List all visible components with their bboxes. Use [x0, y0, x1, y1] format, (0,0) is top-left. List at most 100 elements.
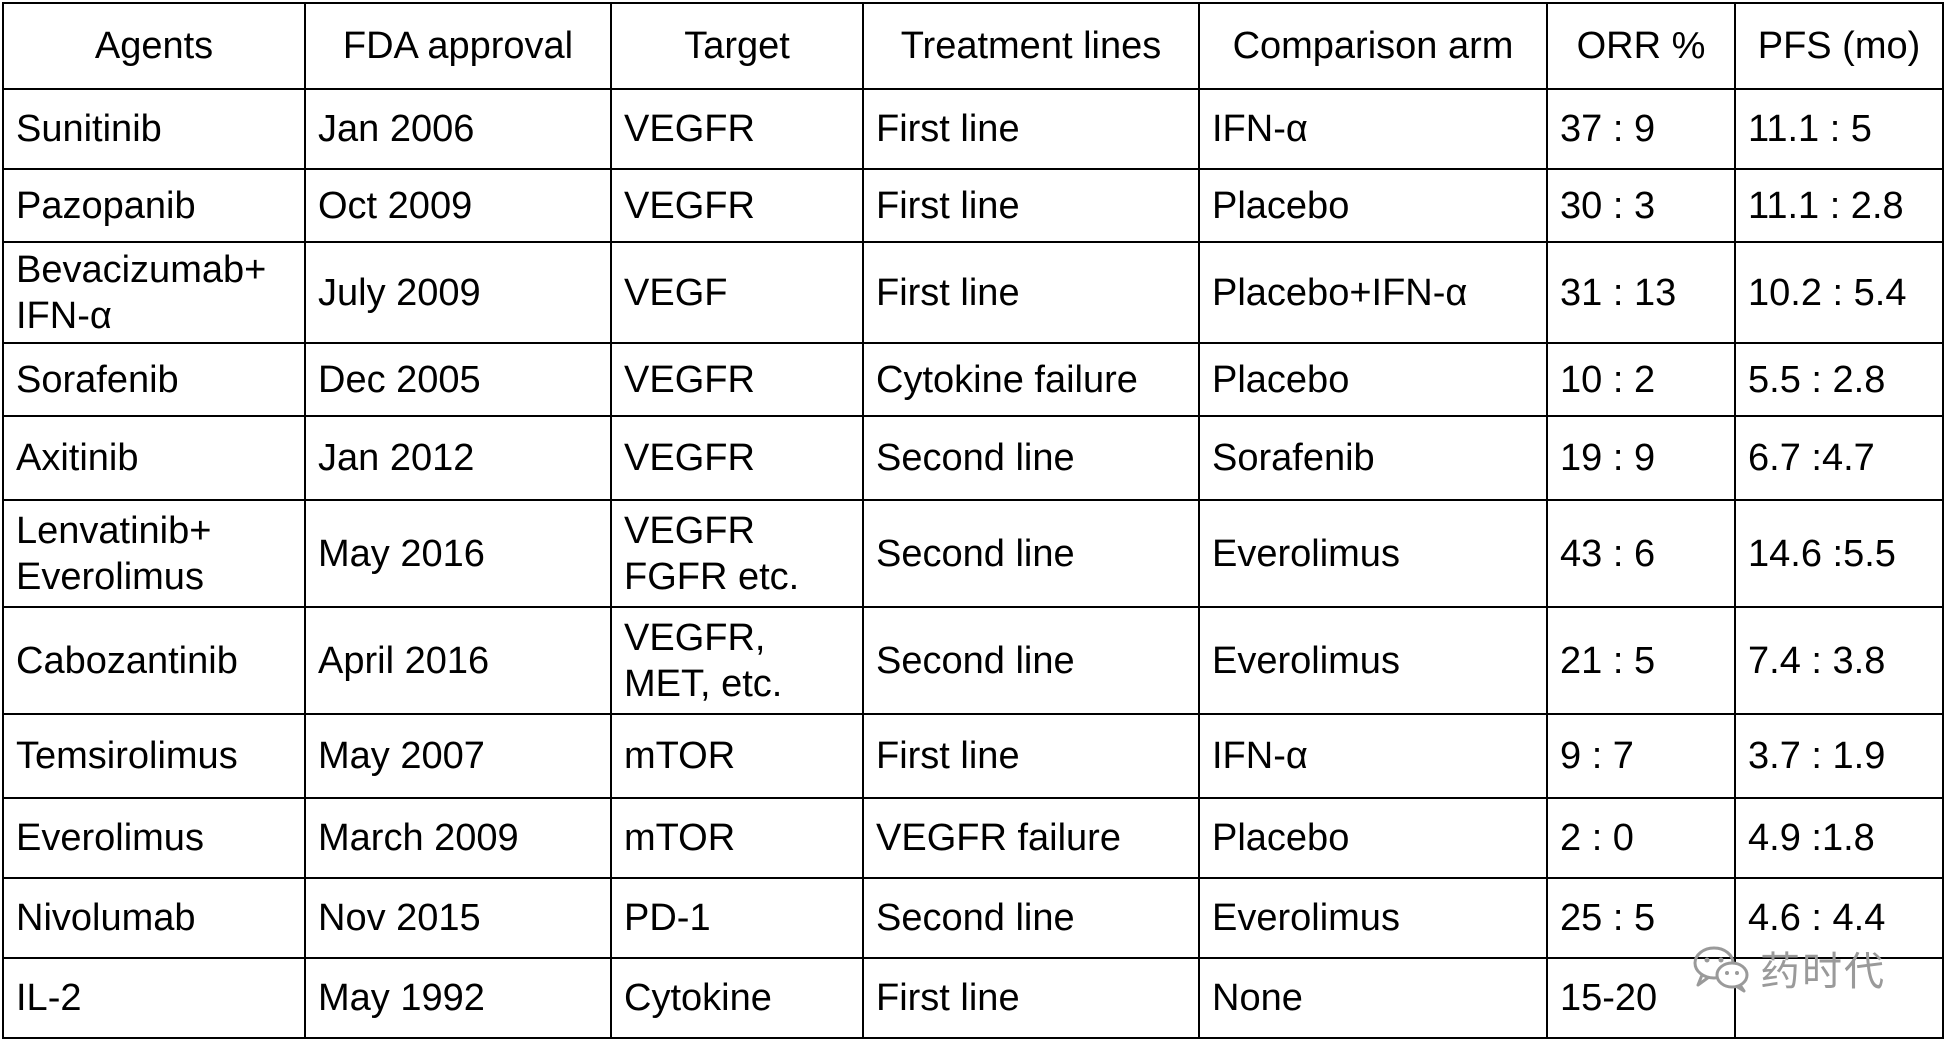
agent-cell-line: Bevacizumab+: [16, 248, 267, 291]
agent-cell: Sorafenib: [2, 342, 306, 417]
comparison-arm-cell: None: [1198, 957, 1548, 1039]
target-cell-line: FGFR etc.: [624, 555, 800, 598]
table-row: IL-2 May 1992 Cytokine First line None 15-20: [2, 957, 1944, 1039]
agent-cell-line: Temsirolimus: [16, 735, 238, 777]
fda-approval-cell: Jan 2006: [304, 88, 612, 170]
comparison-arm-cell: Everolimus: [1198, 606, 1548, 715]
fda-approval-cell: Dec 2005: [304, 342, 612, 417]
agent-cell-line: Pazopanib: [16, 184, 196, 227]
target-cell: VEGFR: [610, 168, 864, 243]
target-cell-line: VEGFR: [624, 184, 755, 227]
comparison-arm-cell: Everolimus: [1198, 877, 1548, 959]
target-cell-line: PD-1: [624, 897, 711, 939]
treatment-line-cell: Second line: [862, 499, 1200, 608]
fda-approval-cell: March 2009: [304, 797, 612, 879]
target-cell: VEGFR FGFR etc.: [610, 499, 864, 608]
target-cell: mTOR: [610, 713, 864, 799]
agent-cell-line: Axitinib: [16, 437, 139, 479]
treatment-line-cell: First line: [862, 168, 1200, 243]
agent-cell-line: Nivolumab: [16, 897, 196, 939]
fda-approval-cell: May 2007: [304, 713, 612, 799]
pfs-cell: 10.2 : 5.4: [1734, 241, 1944, 344]
header-pfs: PFS (mo): [1734, 2, 1944, 90]
agent-cell-line: Lenvatinib+: [16, 509, 212, 552]
target-cell: mTOR: [610, 797, 864, 879]
comparison-arm-cell: IFN-α: [1198, 713, 1548, 799]
orr-cell: 25 : 5: [1546, 877, 1736, 959]
target-cell: VEGF: [610, 241, 864, 344]
target-cell: VEGFR: [610, 415, 864, 501]
header-orr: ORR %: [1546, 2, 1736, 90]
table-row: Nivolumab Nov 2015 PD-1 Second line Everolim…: [2, 877, 1944, 959]
pfs-cell: 14.6 :5.5: [1734, 499, 1944, 608]
agent-cell: Lenvatinib+ Everolimus: [2, 499, 306, 608]
pfs-cell: 4.6 : 4.4: [1734, 877, 1944, 959]
pfs-cell: [1734, 957, 1944, 1039]
orr-cell: 37 : 9: [1546, 88, 1736, 170]
target-cell-line: VEGFR: [624, 358, 755, 401]
target-cell: Cytokine: [610, 957, 864, 1039]
pfs-cell: 11.1 : 2.8: [1734, 168, 1944, 243]
agent-cell-line: IFN-α: [16, 294, 112, 337]
agent-cell: Sunitinib: [2, 88, 306, 170]
treatment-line-cell: First line: [862, 713, 1200, 799]
fda-approval-cell: May 1992: [304, 957, 612, 1039]
orr-cell: 21 : 5: [1546, 606, 1736, 715]
agent-cell: Axitinib: [2, 415, 306, 501]
table-row: Sorafenib Dec 2005 VEGFR Cytokine failure Pl…: [2, 342, 1944, 417]
agent-cell: Nivolumab: [2, 877, 306, 959]
table-row: Lenvatinib+ Everolimus May 2016 VEGFR FGFR e…: [2, 499, 1944, 608]
orr-cell: 31 : 13: [1546, 241, 1736, 344]
fda-approval-cell: May 2016: [304, 499, 612, 608]
orr-cell: 30 : 3: [1546, 168, 1736, 243]
agent-cell: Temsirolimus: [2, 713, 306, 799]
header-comparison-arm: Comparison arm: [1198, 2, 1548, 90]
fda-approval-cell: July 2009: [304, 241, 612, 344]
target-cell-line: VEGFR: [624, 437, 755, 479]
comparison-arm-cell: Placebo: [1198, 342, 1548, 417]
treatment-line-cell: First line: [862, 88, 1200, 170]
orr-cell: 15-20: [1546, 957, 1736, 1039]
table-row: Cabozantinib April 2016 VEGFR, MET, etc. Sec…: [2, 606, 1944, 715]
drug-comparison-table: Agents FDA approval Target Treatment lin…: [2, 2, 1944, 1039]
target-cell-line: mTOR: [624, 817, 736, 859]
comparison-arm-cell: Placebo: [1198, 168, 1548, 243]
comparison-arm-cell: Placebo+IFN-α: [1198, 241, 1548, 344]
treatment-line-cell: First line: [862, 241, 1200, 344]
treatment-line-cell: Cytokine failure: [862, 342, 1200, 417]
table-row: Pazopanib Oct 2009 VEGFR First line Placebo 3…: [2, 168, 1944, 243]
agent-cell-line: IL-2: [16, 977, 82, 1019]
header-fda-approval: FDA approval: [304, 2, 612, 90]
agent-cell-line: Sorafenib: [16, 358, 179, 401]
target-cell-line: mTOR: [624, 735, 736, 777]
header-target: Target: [610, 2, 864, 90]
agent-cell: Cabozantinib: [2, 606, 306, 715]
pfs-cell: 3.7 : 1.9: [1734, 713, 1944, 799]
header-agents: Agents: [2, 2, 306, 90]
target-cell-line: VEGFR: [624, 108, 755, 150]
target-cell: VEGFR, MET, etc.: [610, 606, 864, 715]
comparison-arm-cell: Placebo: [1198, 797, 1548, 879]
table-row: Temsirolimus May 2007 mTOR First line IFN-α 9…: [2, 713, 1944, 799]
agent-cell-line: Everolimus: [16, 555, 204, 598]
pfs-cell: 5.5 : 2.8: [1734, 342, 1944, 417]
orr-cell: 43 : 6: [1546, 499, 1736, 608]
pfs-cell: 4.9 :1.8: [1734, 797, 1944, 879]
treatment-line-cell: First line: [862, 957, 1200, 1039]
fda-approval-cell: Oct 2009: [304, 168, 612, 243]
fda-approval-cell: Nov 2015: [304, 877, 612, 959]
treatment-line-cell: VEGFR failure: [862, 797, 1200, 879]
orr-cell: 19 : 9: [1546, 415, 1736, 501]
agent-cell: Pazopanib: [2, 168, 306, 243]
agent-cell: Bevacizumab+ IFN-α: [2, 241, 306, 344]
table-row: Everolimus March 2009 mTOR VEGFR failure Pla…: [2, 797, 1944, 879]
target-cell-line: Cytokine: [624, 977, 772, 1019]
comparison-arm-cell: Everolimus: [1198, 499, 1548, 608]
agent-cell-line: Sunitinib: [16, 108, 162, 150]
fda-approval-cell: Jan 2012: [304, 415, 612, 501]
target-cell: PD-1: [610, 877, 864, 959]
agent-cell: Everolimus: [2, 797, 306, 879]
header-row: Agents FDA approval Target Treatment lin…: [2, 2, 1944, 90]
agent-cell-line: Cabozantinib: [16, 639, 238, 682]
fda-approval-cell: April 2016: [304, 606, 612, 715]
